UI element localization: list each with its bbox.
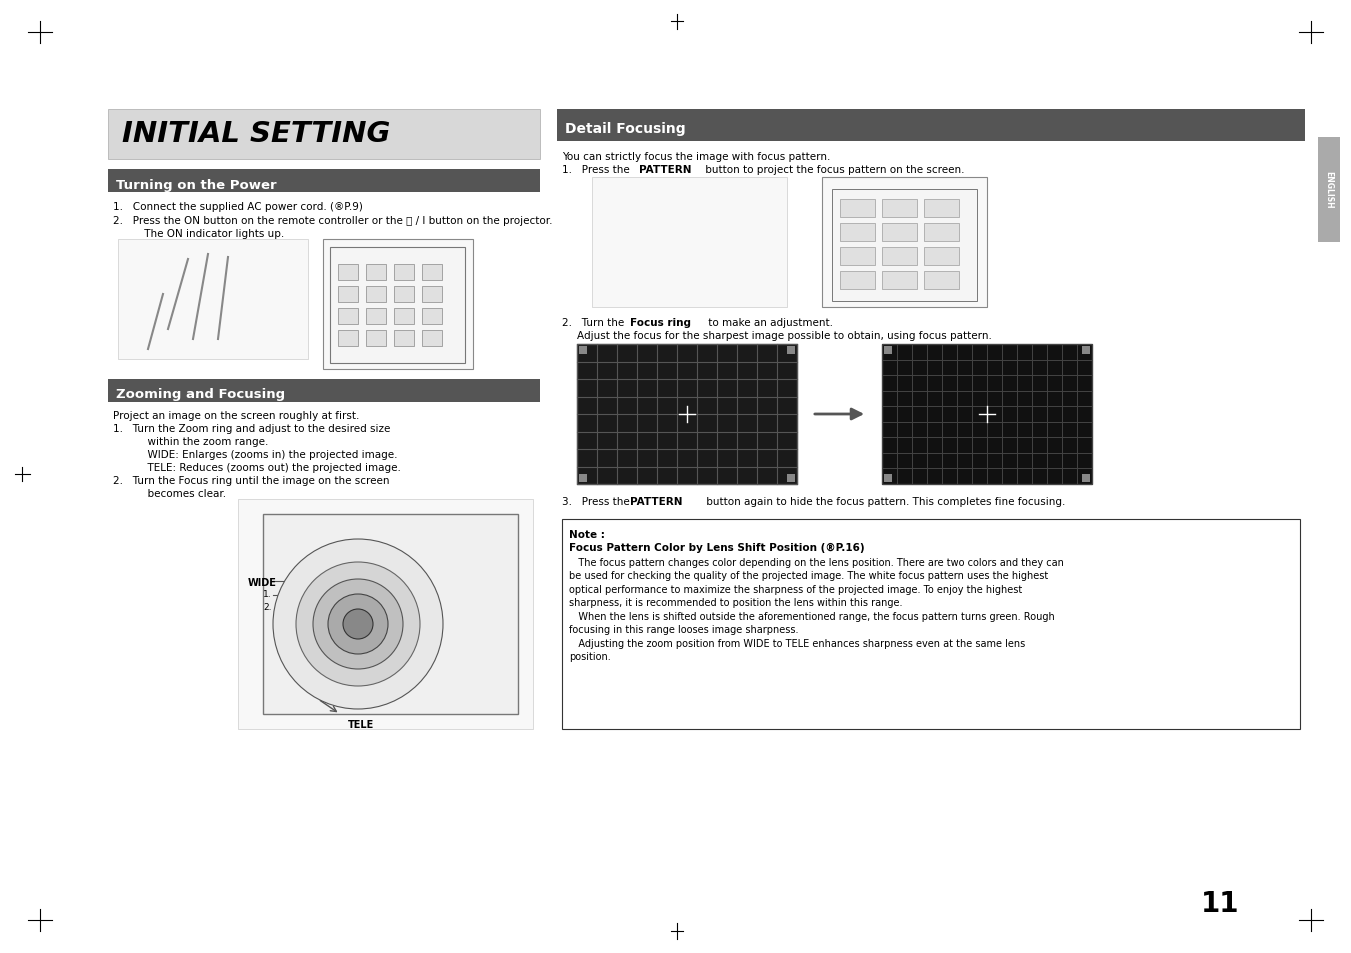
Bar <box>1082 347 1090 355</box>
Text: within the zoom range.: within the zoom range. <box>128 436 269 447</box>
Bar <box>884 475 892 482</box>
Bar <box>394 265 413 281</box>
Bar <box>394 287 413 303</box>
Text: to make an adjustment.: to make an adjustment. <box>705 317 834 328</box>
Bar <box>924 248 959 266</box>
Bar <box>840 248 875 266</box>
Text: INITIAL SETTING: INITIAL SETTING <box>122 120 390 148</box>
Text: 1.   Turn the Zoom ring and adjust to the desired size: 1. Turn the Zoom ring and adjust to the … <box>113 423 390 434</box>
Circle shape <box>296 562 420 686</box>
Text: Turning on the Power: Turning on the Power <box>116 178 277 192</box>
Circle shape <box>343 609 373 639</box>
Bar <box>366 331 386 347</box>
Bar <box>338 265 358 281</box>
Text: 3.   Press the: 3. Press the <box>562 497 634 506</box>
Bar <box>108 379 540 402</box>
Bar <box>884 347 892 355</box>
Bar <box>882 272 917 290</box>
Bar <box>238 499 534 729</box>
Text: Adjust the focus for the sharpest image possible to obtain, using focus pattern.: Adjust the focus for the sharpest image … <box>577 331 992 340</box>
Text: be used for checking the quality of the projected image. The white focus pattern: be used for checking the quality of the … <box>569 571 1048 581</box>
Text: When the lens is shifted outside the aforementioned range, the focus pattern tur: When the lens is shifted outside the afo… <box>569 612 1055 621</box>
Text: 2.   Turn the Focus ring until the image on the screen: 2. Turn the Focus ring until the image o… <box>113 476 389 485</box>
Text: sharpness, it is recommended to position the lens within this range.: sharpness, it is recommended to position… <box>569 598 902 608</box>
Bar <box>394 331 413 347</box>
Text: Focus Pattern Color by Lens Shift Position (®P.16): Focus Pattern Color by Lens Shift Positi… <box>569 542 865 553</box>
Text: 2.   Turn the: 2. Turn the <box>562 317 627 328</box>
Text: 2.   Press the ON button on the remote controller or the ⏻ / I button on the pro: 2. Press the ON button on the remote con… <box>113 215 553 226</box>
Bar <box>366 309 386 325</box>
Text: 2.: 2. <box>263 602 272 612</box>
Text: 1.   Connect the supplied AC power cord. (®P.9): 1. Connect the supplied AC power cord. (… <box>113 202 363 212</box>
Text: PATTERN: PATTERN <box>630 497 682 506</box>
Text: The focus pattern changes color depending on the lens position. There are two co: The focus pattern changes color dependin… <box>569 558 1063 567</box>
Circle shape <box>313 579 403 669</box>
Bar <box>924 200 959 218</box>
Bar <box>924 272 959 290</box>
Text: 11: 11 <box>1201 889 1239 917</box>
Text: Project an image on the screen roughly at first.: Project an image on the screen roughly a… <box>113 411 359 420</box>
Text: WIDE: WIDE <box>249 578 277 587</box>
Circle shape <box>328 595 388 655</box>
Bar <box>338 287 358 303</box>
Text: ENGLISH: ENGLISH <box>1324 171 1333 209</box>
Bar <box>263 515 517 714</box>
Text: Note :: Note : <box>569 530 605 539</box>
Bar <box>562 519 1300 729</box>
Bar <box>108 170 540 193</box>
Bar <box>330 248 465 364</box>
Text: Detail Focusing: Detail Focusing <box>565 122 685 136</box>
Bar <box>577 345 797 484</box>
Bar <box>422 309 442 325</box>
Bar <box>840 272 875 290</box>
Bar <box>840 224 875 242</box>
Bar <box>422 265 442 281</box>
Circle shape <box>273 539 443 709</box>
Bar <box>592 178 788 308</box>
Bar <box>882 248 917 266</box>
Bar <box>840 200 875 218</box>
Bar <box>924 224 959 242</box>
Bar <box>338 331 358 347</box>
Text: PATTERN: PATTERN <box>639 165 692 174</box>
Text: button to project the focus pattern on the screen.: button to project the focus pattern on t… <box>703 165 965 174</box>
Bar <box>118 240 308 359</box>
Bar <box>882 345 1092 484</box>
Text: position.: position. <box>569 652 611 661</box>
Bar <box>338 309 358 325</box>
Bar <box>1319 138 1340 243</box>
Bar <box>832 190 977 302</box>
Bar <box>882 200 917 218</box>
Text: button again to hide the focus pattern. This completes fine focusing.: button again to hide the focus pattern. … <box>703 497 1066 506</box>
Bar <box>323 240 473 370</box>
Bar <box>422 331 442 347</box>
Text: WIDE: Enlarges (zooms in) the projected image.: WIDE: Enlarges (zooms in) the projected … <box>128 450 397 459</box>
Bar <box>394 309 413 325</box>
Text: optical performance to maximize the sharpness of the projected image. To enjoy t: optical performance to maximize the shar… <box>569 584 1023 595</box>
Bar <box>580 347 586 355</box>
Text: focusing in this range looses image sharpness.: focusing in this range looses image shar… <box>569 625 798 635</box>
Bar <box>1082 475 1090 482</box>
Text: 1.   Press the: 1. Press the <box>562 165 634 174</box>
Bar <box>580 475 586 482</box>
Bar <box>788 347 794 355</box>
Text: Adjusting the zoom position from WIDE to TELE enhances sharpness even at the sam: Adjusting the zoom position from WIDE to… <box>569 639 1025 648</box>
Text: Zooming and Focusing: Zooming and Focusing <box>116 388 285 401</box>
Text: TELE: TELE <box>349 720 374 729</box>
Text: You can strictly focus the image with focus pattern.: You can strictly focus the image with fo… <box>562 152 831 162</box>
Bar <box>557 110 1305 142</box>
Bar <box>366 287 386 303</box>
Text: Focus ring: Focus ring <box>630 317 690 328</box>
Text: 1.: 1. <box>263 589 272 598</box>
Bar <box>821 178 988 308</box>
Text: TELE: Reduces (zooms out) the projected image.: TELE: Reduces (zooms out) the projected … <box>128 462 401 473</box>
Bar <box>108 110 540 160</box>
Bar <box>882 224 917 242</box>
Bar <box>422 287 442 303</box>
Bar <box>366 265 386 281</box>
Bar <box>788 475 794 482</box>
Text: becomes clear.: becomes clear. <box>128 489 226 498</box>
Text: The ON indicator lights up.: The ON indicator lights up. <box>128 229 284 239</box>
